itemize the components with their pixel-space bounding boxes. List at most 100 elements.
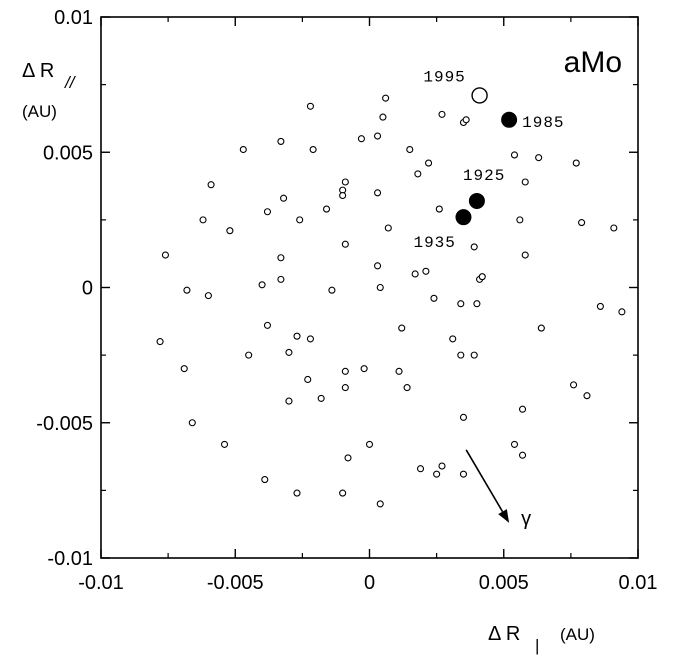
small-open-point xyxy=(339,191,347,200)
x-tick-label: -0.005 xyxy=(207,572,264,594)
gamma-label: γ xyxy=(521,508,531,530)
small-open-point xyxy=(180,365,188,373)
small-open-point xyxy=(459,470,468,478)
small-open-point xyxy=(277,254,285,262)
filled-point xyxy=(455,209,472,226)
small-open-point xyxy=(226,227,234,235)
small-open-point xyxy=(188,419,196,427)
gamma-arrow-head xyxy=(498,509,510,523)
x-axis-subscript: | xyxy=(535,636,539,655)
small-open-point xyxy=(518,405,527,413)
small-open-point xyxy=(328,286,336,294)
small-open-point xyxy=(457,351,465,359)
x-tick-label: 0.01 xyxy=(619,572,658,594)
small-open-point xyxy=(344,454,352,462)
small-open-point xyxy=(379,113,387,121)
tick-marks xyxy=(100,16,639,559)
small-open-point xyxy=(261,476,269,484)
x-axis-label: Δ R | (AU) xyxy=(488,623,595,655)
x-tick-label: -0.01 xyxy=(78,572,124,594)
small-open-point xyxy=(317,394,325,402)
gamma-arrow-line xyxy=(465,449,504,513)
small-open-point xyxy=(374,262,382,270)
y-tick-label: 0.01 xyxy=(54,7,93,29)
small-open-point xyxy=(596,302,604,310)
small-open-point xyxy=(398,324,406,332)
small-open-point xyxy=(277,275,285,283)
small-open-point xyxy=(161,251,169,259)
small-open-point xyxy=(376,500,384,508)
y-tick-label: -0.005 xyxy=(36,413,93,435)
small-open-point xyxy=(199,216,207,224)
y-tick-label: 0 xyxy=(82,278,93,300)
filled-point xyxy=(468,192,485,209)
small-open-point xyxy=(425,159,433,167)
small-open-point xyxy=(411,270,419,278)
small-open-point xyxy=(395,367,403,375)
small-open-point xyxy=(510,151,519,159)
small-open-point xyxy=(285,397,293,405)
small-open-point xyxy=(220,440,229,448)
small-open-point xyxy=(341,367,349,375)
small-open-point xyxy=(610,224,618,232)
small-open-point xyxy=(473,300,481,308)
small-open-point xyxy=(435,205,443,213)
small-open-point xyxy=(583,392,591,400)
small-open-point xyxy=(341,178,349,186)
y-axis-unit: (AU) xyxy=(22,102,57,121)
small-open-point xyxy=(618,308,626,316)
y-axis-subscript: // xyxy=(64,73,77,92)
small-open-point xyxy=(535,154,543,162)
small-open-point xyxy=(449,335,457,343)
small-open-point xyxy=(510,440,519,448)
small-open-point xyxy=(414,170,422,178)
small-open-point xyxy=(263,208,272,216)
small-open-point xyxy=(341,384,349,392)
small-open-point xyxy=(521,178,529,186)
small-open-point xyxy=(430,294,438,302)
small-open-point xyxy=(438,110,446,118)
small-open-point xyxy=(462,116,470,124)
small-open-point xyxy=(280,194,288,202)
y-tick-label: -0.01 xyxy=(47,548,93,570)
small-open-point xyxy=(245,351,253,359)
small-open-point xyxy=(572,159,580,167)
small-open-point xyxy=(339,489,347,497)
plot-frame xyxy=(100,16,639,559)
small-open-point xyxy=(376,283,384,292)
small-open-point xyxy=(438,462,446,470)
small-open-point xyxy=(374,189,382,197)
panel-label: aMo xyxy=(564,46,622,79)
small-open-point xyxy=(384,224,392,232)
small-open-point xyxy=(570,381,578,389)
small-open-point xyxy=(293,332,301,340)
small-open-point xyxy=(365,440,374,448)
small-open-point xyxy=(293,489,301,497)
small-open-point xyxy=(304,375,312,384)
x-axis-unit: (AU) xyxy=(560,625,595,644)
y-axis-label: Δ R // (AU) xyxy=(22,60,77,121)
year-label: 1935 xyxy=(413,234,455,252)
small-open-point xyxy=(478,273,486,281)
x-tick-label: 0.005 xyxy=(479,572,529,594)
small-open-point xyxy=(322,205,331,213)
small-open-point xyxy=(183,286,191,294)
small-open-point xyxy=(521,251,529,259)
small-open-point xyxy=(204,292,212,300)
y-tick-labels: 0.01 0.005 0 -0.005 -0.01 xyxy=(36,7,93,570)
small-open-point xyxy=(470,243,478,251)
data-points xyxy=(156,87,626,508)
small-open-point xyxy=(277,137,285,145)
small-open-point xyxy=(285,348,293,356)
year-label: 1925 xyxy=(463,167,505,185)
small-open-point xyxy=(263,321,272,329)
large-open-point xyxy=(471,87,488,104)
year-annotations: 1995 1985 1925 1935 xyxy=(413,68,564,252)
small-open-point xyxy=(433,470,441,478)
small-open-point xyxy=(537,324,545,332)
year-label: 1985 xyxy=(522,114,564,132)
small-open-point xyxy=(406,145,414,154)
small-open-point xyxy=(296,216,304,224)
small-open-point xyxy=(374,132,382,140)
y-tick-label: 0.005 xyxy=(43,142,93,164)
